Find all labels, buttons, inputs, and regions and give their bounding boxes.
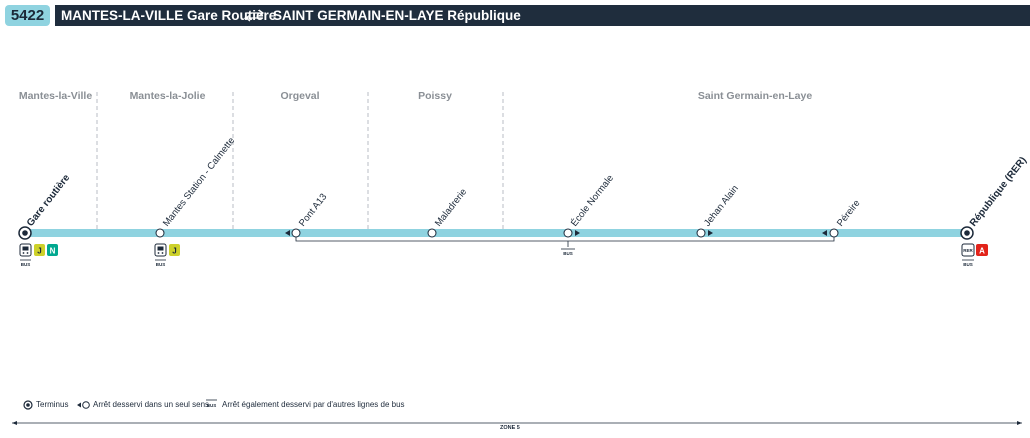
- stop-icon: [155, 228, 165, 238]
- legend-terminus-icon: [23, 400, 33, 410]
- line-j-label: J: [172, 247, 176, 256]
- stop-icon: [696, 228, 706, 238]
- bus-label: BUS: [963, 262, 973, 267]
- destination-name: SAINT GERMAIN-EN-LAYE République: [273, 8, 521, 23]
- direction-left-arrow-icon: [285, 230, 290, 236]
- stop-icon: [291, 228, 301, 238]
- terminus-stop-icon: [960, 226, 974, 240]
- direction-right-arrow-icon: [575, 230, 580, 236]
- zone-label: Mantes-la-Ville: [18, 90, 93, 102]
- bus-label: BUS: [156, 262, 166, 267]
- legend-other-lines: Arrêt également desservi par d'autres li…: [222, 400, 405, 409]
- line-j-badge: J: [169, 244, 180, 256]
- line-a-label: A: [979, 247, 985, 256]
- line-j-label: J: [37, 247, 41, 256]
- loop-line: [295, 237, 835, 242]
- terminus-stop-icon: [18, 226, 32, 240]
- fare-zone-bar: [12, 421, 1022, 425]
- rer-label: RER: [963, 248, 973, 253]
- route-header: MANTES-LA-VILLE Gare Routière SAINT GERM…: [55, 5, 1030, 26]
- zone-label: Orgeval: [280, 90, 320, 102]
- legend-terminus: Terminus: [36, 400, 69, 409]
- legend-bus-icon: BUS: [206, 399, 217, 408]
- line-a-badge: A: [976, 244, 988, 256]
- line-j-badge: J: [34, 244, 45, 256]
- line-n-badge: N: [47, 244, 58, 256]
- zone-separators: [96, 92, 504, 232]
- stop-icon: [563, 228, 573, 238]
- legend-one-way-icon: [77, 401, 90, 409]
- line-n-label: N: [50, 247, 56, 256]
- legend-one-way: Arrêt desservi dans un seul sens: [93, 400, 210, 409]
- direction-left-arrow-icon: [822, 230, 827, 236]
- route-line: [24, 229, 968, 237]
- line-number-badge: 5422: [5, 5, 50, 26]
- train-icon: [19, 243, 32, 257]
- bus-connection-icon: BUS: [155, 259, 166, 267]
- zone-label: Saint Germain-en-Laye: [697, 90, 813, 102]
- bus-label: BUS: [563, 251, 573, 256]
- bus-connection-icon: BUS: [561, 241, 575, 256]
- bidirectional-arrow-icon: [243, 5, 267, 32]
- train-icon: [154, 243, 167, 257]
- zone-label: Mantes-la-Jolie: [129, 90, 206, 102]
- rer-icon: RER: [961, 243, 975, 257]
- fare-zone-label: ZONE 5: [500, 425, 520, 431]
- stop-icon: [829, 228, 839, 238]
- direction-right-arrow-icon: [708, 230, 713, 236]
- bus-connection-icon: BUS: [962, 259, 974, 267]
- stop-icon: [427, 228, 437, 238]
- bus-label: BUS: [207, 403, 217, 408]
- origin-name: MANTES-LA-VILLE Gare Routière: [61, 8, 277, 23]
- bus-connection-icon: BUS: [20, 259, 31, 267]
- zone-label: Poissy: [418, 90, 452, 102]
- bus-label: BUS: [21, 262, 31, 267]
